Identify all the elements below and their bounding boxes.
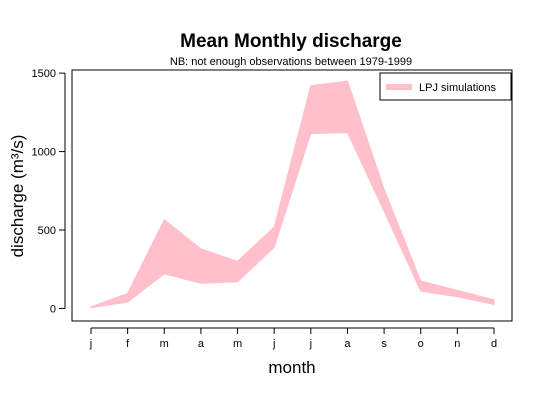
y-tick-label: 1000 — [32, 147, 56, 159]
chart-subtitle: NB: not enough observations between 1979… — [170, 56, 412, 68]
y-axis: 0 500 1000 1500 — [32, 68, 66, 315]
x-tick-label: j — [89, 338, 92, 350]
y-axis-title: discharge (m³/s) — [8, 135, 27, 258]
x-tick-label: m — [233, 338, 242, 350]
x-tick-label: j — [309, 338, 312, 350]
band-layer — [90, 80, 495, 309]
x-tick-label: f — [126, 338, 130, 350]
x-tick-label: o — [418, 338, 424, 350]
x-tick-label: j — [272, 338, 275, 350]
plot-frame — [71, 69, 513, 322]
legend-label: LPJ simulations — [419, 82, 497, 94]
x-axis-title: month — [268, 358, 315, 377]
x-tick-label: a — [198, 338, 205, 350]
x-tick-label: d — [491, 338, 497, 350]
x-tick-label: n — [454, 338, 460, 350]
legend: LPJ simulations — [379, 72, 512, 101]
x-tick-label: m — [160, 338, 169, 350]
chart-title: Mean Monthly discharge — [180, 31, 402, 52]
y-tick-label: 500 — [38, 225, 56, 237]
x-tick-label: s — [381, 338, 387, 350]
y-tick-label: 0 — [50, 303, 56, 315]
series-band — [90, 80, 495, 309]
y-tick-label: 1500 — [32, 68, 56, 80]
x-tick-label: a — [344, 338, 351, 350]
